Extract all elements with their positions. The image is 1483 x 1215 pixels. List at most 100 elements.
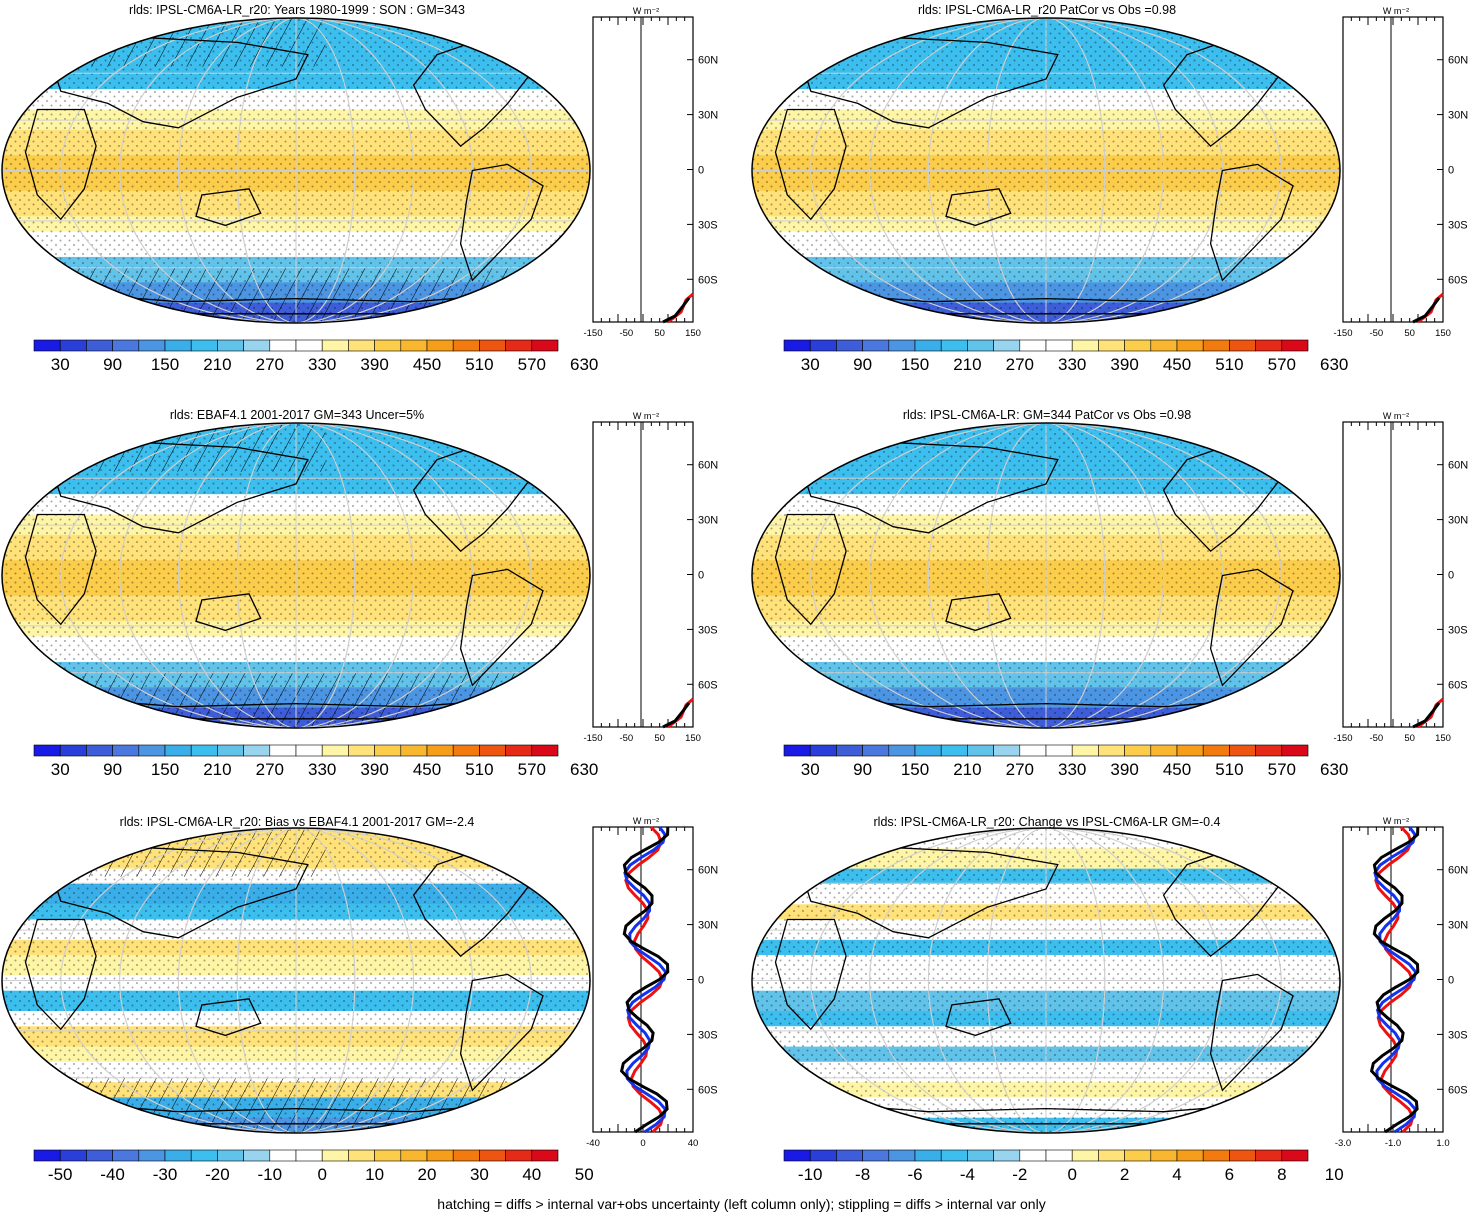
colorbar-label: 510 [1215, 760, 1243, 779]
zonal-lat-label: 30S [698, 624, 718, 636]
colorbar-swatch [243, 339, 271, 352]
map-change [752, 828, 1340, 1133]
zonal-unit-label: W m⁻² [633, 816, 659, 826]
zonal-lat-label: 30N [698, 920, 718, 932]
coastline [798, 35, 1059, 129]
colorbar-label: 10 [1325, 1165, 1344, 1184]
colorbar-swatch [400, 1149, 428, 1162]
coastline [459, 568, 544, 687]
colorbar-label: 150 [901, 760, 929, 779]
coastline [24, 513, 97, 626]
colorbar-swatch [1124, 339, 1152, 352]
coastline [774, 108, 847, 221]
colorbar-swatch [138, 1149, 166, 1162]
colorbar-swatch [783, 744, 811, 757]
colorbar-swatch [374, 1149, 402, 1162]
colorbar-swatch [112, 744, 140, 757]
colorbar-label: 510 [465, 760, 493, 779]
colorbar-swatch [1098, 744, 1125, 757]
colorbar-swatch [164, 1149, 192, 1162]
colorbar-swatch [505, 339, 533, 352]
colorbar-swatch [993, 744, 1021, 757]
zonal-lat-label: 0 [1448, 570, 1454, 582]
coastline [774, 513, 847, 626]
colorbar-label: 150 [901, 355, 929, 374]
colorbar-swatch [809, 339, 837, 352]
zonal-x-label: -3.0 [1335, 1138, 1351, 1149]
zonal-lat-label: 30S [1448, 1029, 1468, 1041]
zonal-lat-label: 60S [1448, 1084, 1468, 1096]
zonal-x-label: 50 [1404, 733, 1415, 744]
zonal-lat-label: 60N [698, 460, 718, 472]
coastline [798, 440, 1059, 534]
colorbar-swatch [59, 1149, 87, 1162]
colorbar-label: 8 [1277, 1165, 1286, 1184]
colorbar-swatch [269, 1149, 297, 1162]
colorbar-label: 570 [1268, 355, 1296, 374]
colorbar-swatch [426, 744, 454, 757]
zonal-profile-model [1412, 297, 1441, 324]
colorbar-swatch [531, 744, 559, 757]
zonal-profile-model [1412, 702, 1441, 729]
zonal-profile-model [662, 702, 691, 729]
colorbar-label: -40 [100, 1165, 125, 1184]
zonal-plot-frame [592, 421, 694, 728]
coastline [945, 593, 1012, 632]
colorbar-label: 210 [953, 760, 981, 779]
colorbar-label: 30 [801, 355, 820, 374]
colorbar-swatch [1019, 339, 1047, 352]
colorbar-label: 40 [522, 1165, 541, 1184]
colorbar-swatch [400, 744, 428, 757]
colorbar-label: 210 [203, 355, 231, 374]
coastline [1209, 163, 1294, 282]
colorbar-swatch [400, 339, 428, 352]
zonal-x-label: 150 [685, 733, 701, 744]
colorbar-swatch [809, 744, 837, 757]
colorbar-swatch [914, 339, 942, 352]
map-border [1, 827, 591, 1134]
colorbar-swatch [243, 1149, 271, 1162]
colorbar-swatch [1229, 339, 1256, 352]
colorbar-swatch [1098, 339, 1125, 352]
zonal-lat-label: 60S [1448, 679, 1468, 691]
colorbar-swatch [1255, 744, 1283, 757]
colorbar-label: 630 [570, 760, 598, 779]
coastline [195, 188, 262, 227]
colorbar-swatch [348, 1149, 375, 1162]
colorbar-swatch [190, 1149, 218, 1162]
colorbar-swatch [1281, 339, 1309, 352]
zonal-lat-label: 30N [1448, 515, 1468, 527]
colorbar-swatch [138, 339, 166, 352]
zonal-plot-frame [592, 16, 694, 323]
colorbar-swatch [164, 744, 192, 757]
colorbar-swatch [295, 1149, 323, 1162]
colorbar-swatch [993, 1149, 1021, 1162]
colorbar-swatch [321, 744, 349, 757]
colorbar-swatch [1124, 744, 1152, 757]
colorbar-label: 270 [1006, 760, 1034, 779]
colorbar-swatch [190, 339, 218, 352]
colorbar-swatch [809, 1149, 837, 1162]
coastline [195, 998, 262, 1037]
map-border [751, 827, 1341, 1134]
zonal-lat-label: 30S [1448, 624, 1468, 636]
panel-model-climatology: 30 90 150 210 270 330 390 450 510 570 630 W m⁻² 60N 3… [1, 6, 718, 374]
colorbar-swatch [1019, 744, 1047, 757]
hatching-overlay [2, 828, 326, 877]
colorbar-swatch [452, 744, 480, 757]
colorbar-label: 30 [51, 355, 70, 374]
zonal-plot-frame [1342, 421, 1444, 728]
colorbar-swatch [33, 744, 61, 757]
colorbar-swatch [1176, 339, 1204, 352]
colorbar-swatch [783, 1149, 811, 1162]
colorbar-swatch [1045, 744, 1073, 757]
coastline [945, 188, 1012, 227]
panel-title-model-pattern: rlds: IPSL-CM6A-LR_r20 PatCor vs Obs =0.… [917, 3, 1177, 17]
colorbar-swatch [914, 1149, 942, 1162]
zonal-lat-label: 30S [698, 1029, 718, 1041]
colorbar-label: 450 [1163, 760, 1191, 779]
map-obs-climatology [2, 423, 590, 728]
colorbar-label: 6 [1225, 1165, 1234, 1184]
zonal-lat-label: 60N [1448, 55, 1468, 67]
colorbar-label: 50 [575, 1165, 594, 1184]
